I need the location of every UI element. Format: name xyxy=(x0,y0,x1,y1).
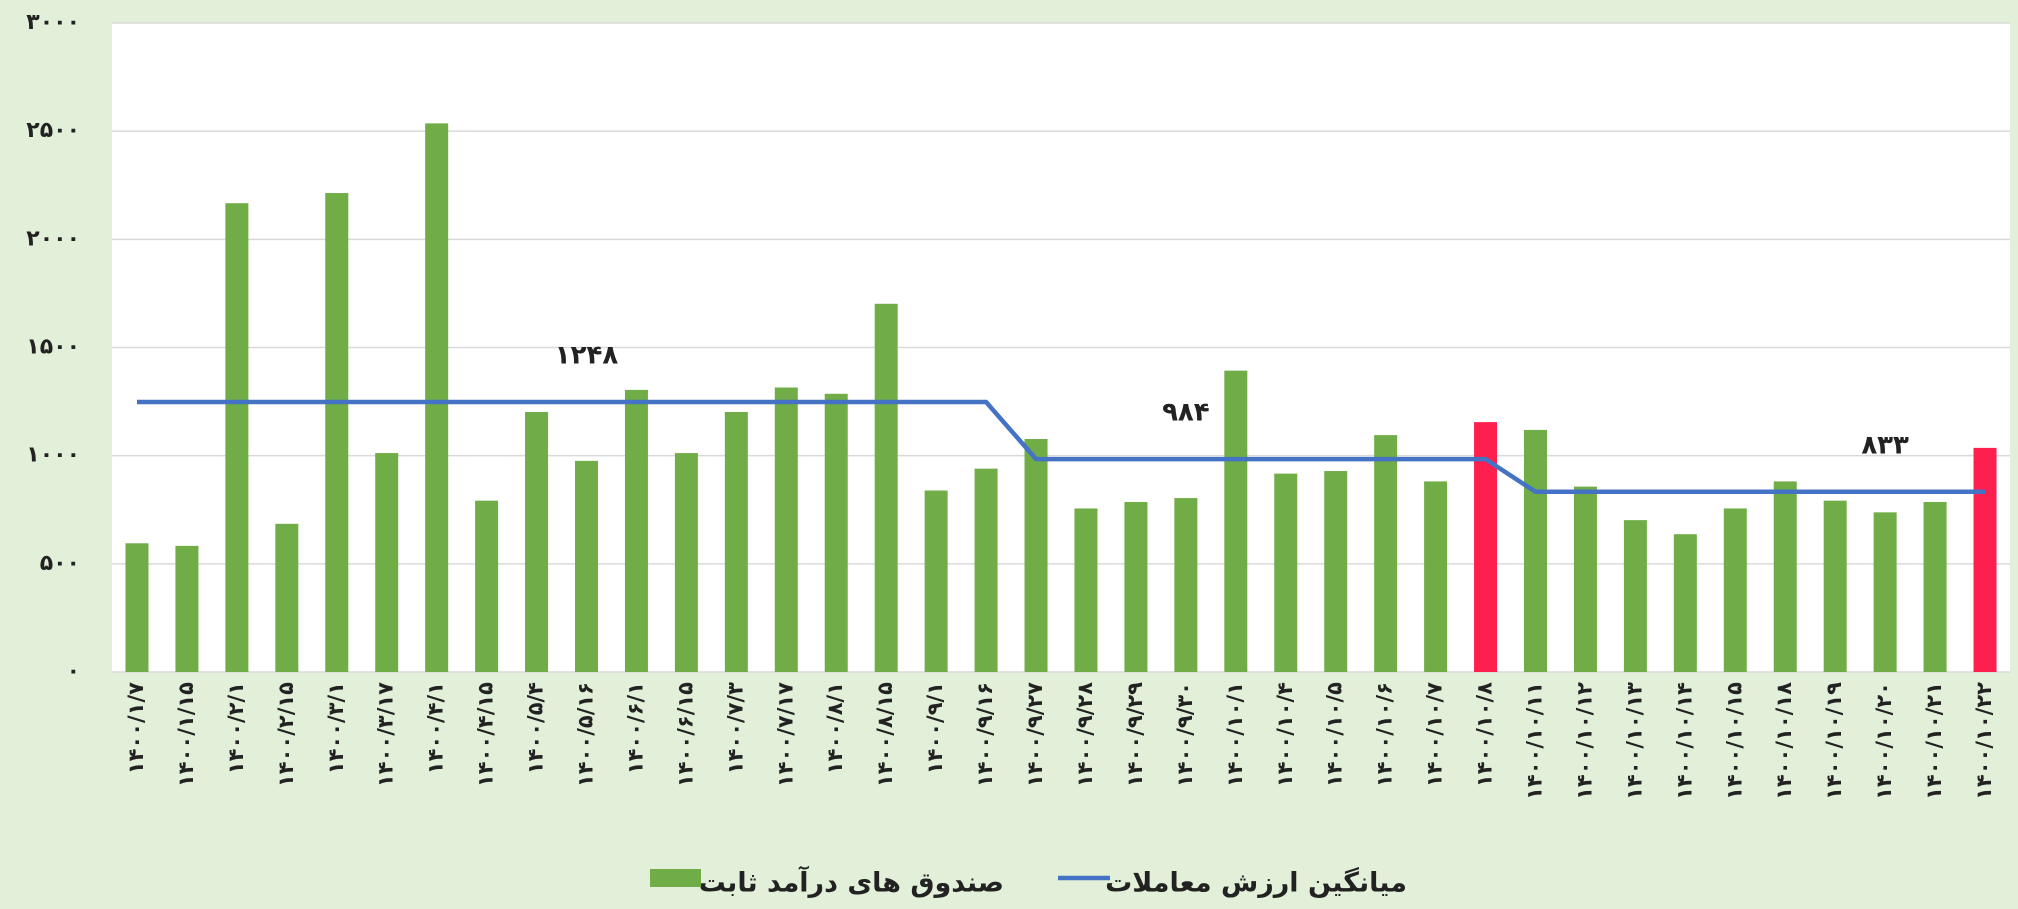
x-tick-label: ۱۴۰۰/۱۰/۱۳ xyxy=(1622,682,1646,800)
bar xyxy=(674,453,698,672)
data-label: ۸۳۳ xyxy=(1861,430,1909,460)
average-line xyxy=(136,399,1986,495)
x-tick-label: ۱۴۰۰/۹/۲۷ xyxy=(1023,682,1047,787)
x-tick-label: ۱۴۰۰/۶/۱ xyxy=(623,682,647,774)
x-tick-label: ۱۴۰۰/۶/۱۵ xyxy=(673,682,697,787)
x-tick-label: ۱۴۰۰/۷/۳ xyxy=(723,682,747,774)
x-tick-label: ۱۴۰۰/۱۰/۱۴ xyxy=(1672,682,1696,800)
bar xyxy=(425,123,449,673)
x-tick-label: ۱۴۰۰/۱۰/۲۱ xyxy=(1922,682,1946,800)
bar xyxy=(325,193,349,672)
x-tick-label: ۱۴۰۰/۱۰/۲۲ xyxy=(1972,682,1996,800)
bar xyxy=(575,460,598,672)
bar xyxy=(1174,498,1198,672)
bar xyxy=(125,543,149,672)
x-tick-label: ۱۴۰۰/۱۰/۱۱ xyxy=(1523,682,1547,800)
x-tick-label: ۱۴۰۰/۵/۴ xyxy=(524,682,548,774)
x-tick-label: ۱۴۰۰/۱۰/۱۸ xyxy=(1772,682,1796,800)
bar xyxy=(1224,370,1248,672)
x-tick-label: ۱۴۰۰/۱۰/۲۰ xyxy=(1872,682,1896,800)
x-tick-label: ۱۴۰۰/۱۰/۷ xyxy=(1423,682,1447,787)
y-tick-label: ۵۰۰ xyxy=(40,551,80,576)
bar xyxy=(1873,512,1897,672)
bar xyxy=(1024,439,1048,672)
y-tick-label: ۱۰۰۰ xyxy=(26,443,80,468)
bar xyxy=(275,523,299,672)
bar xyxy=(1673,534,1697,672)
y-tick-label: ۲۰۰۰ xyxy=(26,226,80,251)
x-tick-label: ۱۴۰۰/۳/۱ xyxy=(324,682,348,774)
x-tick-label: ۱۴۰۰/۵/۱۶ xyxy=(574,682,598,787)
x-tick-label: ۱۴۰۰/۱۰/۱ xyxy=(1223,682,1247,787)
bar xyxy=(1623,520,1647,672)
x-tick-label: ۱۴۰۰/۹/۲۹ xyxy=(1123,682,1147,787)
x-tick-label: ۱۴۰۰/۲/۱ xyxy=(224,682,248,774)
x-tick-label: ۱۴۰۰/۳/۱۷ xyxy=(374,682,398,787)
bar xyxy=(1424,481,1448,672)
bar xyxy=(1773,481,1797,672)
bar xyxy=(824,393,848,672)
x-tick-label: ۱۴۰۰/۲/۱۵ xyxy=(274,682,298,787)
x-tick-label: ۱۴۰۰/۸/۱۵ xyxy=(873,682,897,787)
legend-swatch xyxy=(650,869,701,887)
y-tick-label: ۰ xyxy=(67,659,80,684)
x-tick-label: ۱۴۰۰/۱/۱۵ xyxy=(174,682,198,787)
x-tick-label: ۱۴۰۰/۱۰/۱۹ xyxy=(1822,682,1846,800)
legend-label: صندوق های درآمد ثابت xyxy=(699,866,1004,899)
x-tick-label: ۱۴۰۰/۱۰/۸ xyxy=(1473,682,1497,787)
bar xyxy=(874,303,898,672)
x-tick-label: ۱۴۰۰/۴/۱۵ xyxy=(474,682,498,787)
bar xyxy=(375,453,399,672)
bar xyxy=(1274,473,1298,672)
bar xyxy=(1474,422,1498,672)
legend-label: میانگین ارزش معاملات xyxy=(1105,867,1407,899)
x-tick-label: ۱۴۰۰/۷/۱۷ xyxy=(773,682,797,787)
bar xyxy=(724,411,748,672)
bar xyxy=(974,468,998,672)
bar xyxy=(1923,501,1947,672)
x-tick-label: ۱۴۰۰/۱۰/۶ xyxy=(1373,682,1397,787)
y-tick-label: ۱۵۰۰ xyxy=(26,335,80,360)
x-tick-label: ۱۴۰۰/۹/۳۰ xyxy=(1173,682,1197,787)
bar xyxy=(1524,429,1547,672)
y-tick-label: ۲۵۰۰ xyxy=(26,118,80,143)
x-tick-label: ۱۴۰۰/۱۰/۴ xyxy=(1273,682,1297,787)
bar xyxy=(1723,508,1747,672)
bar xyxy=(1324,471,1348,672)
data-label: ۱۲۴۸ xyxy=(555,341,619,371)
x-tick-label: ۱۴۰۰/۸/۱ xyxy=(823,682,847,774)
bar xyxy=(175,545,199,672)
x-tick-label: ۱۴۰۰/۹/۲۸ xyxy=(1073,682,1097,787)
bar xyxy=(525,411,549,672)
x-tick-label: ۱۴۰۰/۱۰/۱۲ xyxy=(1572,682,1596,800)
bar xyxy=(774,387,798,672)
x-tick-label: ۱۴۰۰/۱/۷ xyxy=(124,682,148,774)
bar xyxy=(1374,435,1398,672)
bar xyxy=(225,203,249,672)
x-tick-label: ۱۴۰۰/۱۰/۵ xyxy=(1323,682,1347,787)
bar xyxy=(1573,486,1597,672)
bar xyxy=(1124,501,1148,672)
x-tick-label: ۱۴۰۰/۹/۱ xyxy=(923,682,947,774)
bar xyxy=(1973,447,1997,672)
bar xyxy=(475,500,499,672)
bar xyxy=(1074,508,1098,672)
y-tick-label: ۳۰۰۰ xyxy=(26,10,80,35)
bar xyxy=(924,490,948,672)
data-label: ۹۸۴ xyxy=(1162,398,1210,428)
bar xyxy=(624,389,648,672)
x-tick-label: ۱۴۰۰/۹/۱۶ xyxy=(973,682,997,787)
x-tick-label: ۱۴۰۰/۴/۱ xyxy=(424,682,448,774)
bar xyxy=(1823,500,1847,672)
x-tick-label: ۱۴۰۰/۱۰/۱۵ xyxy=(1722,682,1746,800)
